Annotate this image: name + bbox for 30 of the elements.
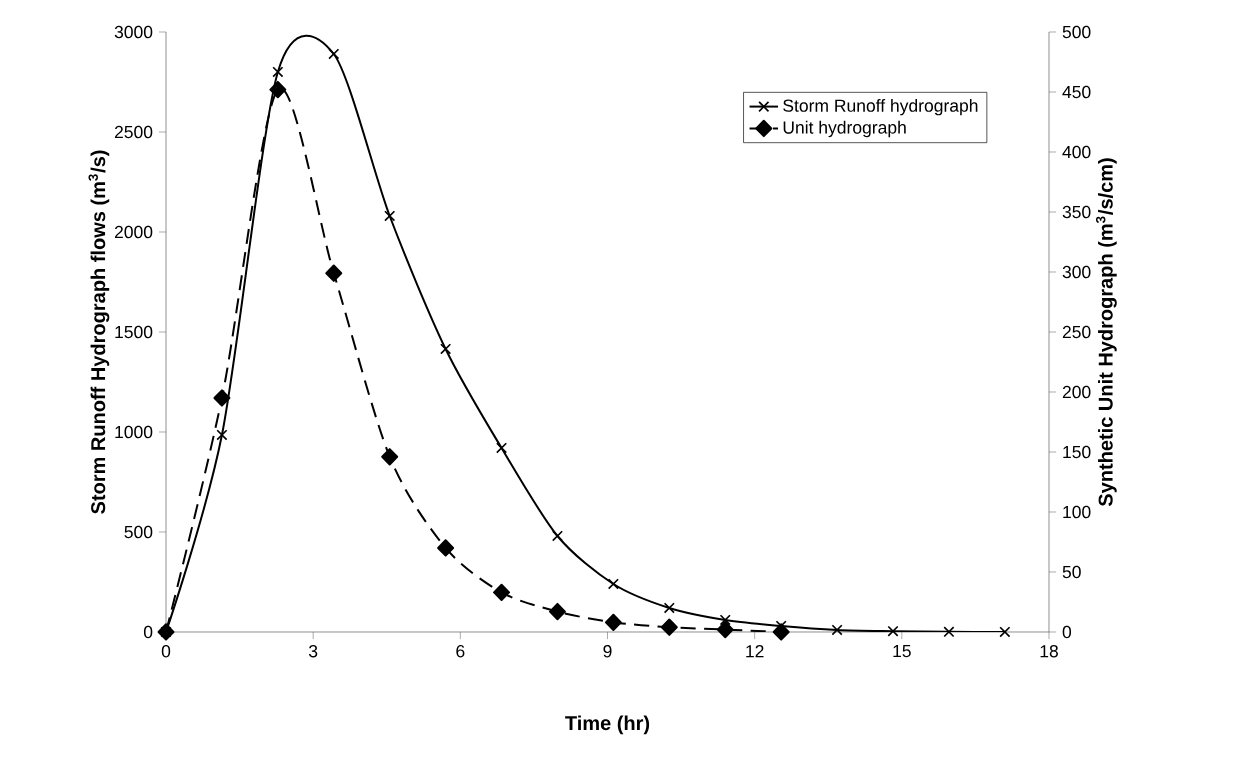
y-tick-label: 0 bbox=[143, 625, 153, 639]
x-tick-label: 12 bbox=[746, 645, 764, 658]
y2-tick-label: 200 bbox=[1062, 385, 1091, 399]
y2-tick-label: 50 bbox=[1062, 565, 1081, 579]
x-tick-label: 9 bbox=[603, 645, 612, 658]
y2-tick-label: 150 bbox=[1063, 445, 1091, 459]
y2-tick-label: 400 bbox=[1062, 145, 1091, 159]
y-tick-label: 2000 bbox=[114, 225, 153, 239]
y-axis-title: Storm Runoff Hydrograph flows (m$^{3}$/s) bbox=[88, 150, 110, 514]
legend-label: Unit hydrograph bbox=[783, 120, 906, 138]
y2-tick-label: 300 bbox=[1062, 265, 1091, 279]
x-tick-label: 15 bbox=[893, 645, 911, 658]
y2-tick-label: 450 bbox=[1062, 85, 1091, 99]
y2-tick-label: 350 bbox=[1062, 205, 1091, 219]
x-tick-label: 6 bbox=[456, 645, 465, 658]
legend-label: Storm Runoff hydrograph bbox=[783, 99, 978, 116]
y-tick-label: 2500 bbox=[114, 125, 153, 139]
y-tick-label: 500 bbox=[124, 525, 153, 539]
y-tick-label: 3000 bbox=[114, 25, 153, 39]
y2-tick-label: 250 bbox=[1062, 325, 1091, 339]
x-tick-label: 0 bbox=[161, 645, 171, 658]
x-tick-label: 3 bbox=[308, 645, 318, 658]
y2-tick-label: 0 bbox=[1062, 625, 1072, 639]
x-tick-label: 18 bbox=[1040, 645, 1058, 658]
x-axis-title: Time (hr) bbox=[565, 715, 650, 735]
y-tick-label: 1500 bbox=[115, 325, 153, 339]
y2-tick-label: 500 bbox=[1062, 25, 1091, 39]
y2-tick-label: 100 bbox=[1063, 505, 1091, 519]
y-tick-label: 1000 bbox=[115, 425, 153, 439]
y2-axis-title: Synthetic Unit Hydrograph (m$^{3}$/s/cm) bbox=[1095, 158, 1117, 507]
